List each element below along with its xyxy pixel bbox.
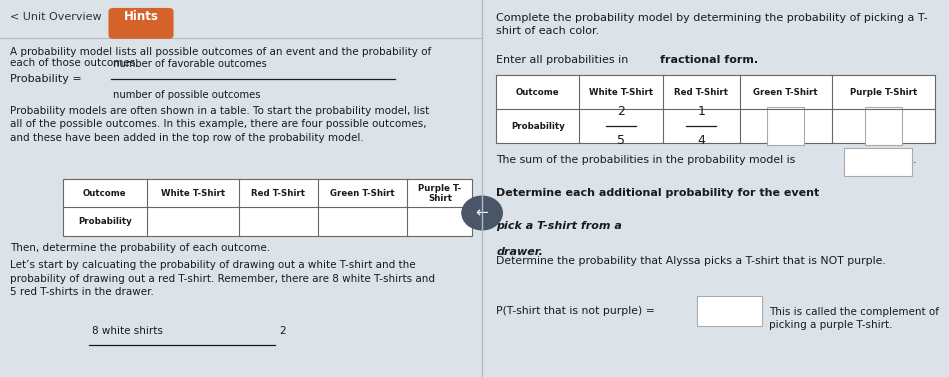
Text: Hints: Hints bbox=[123, 11, 158, 23]
Text: fractional form.: fractional form. bbox=[660, 55, 757, 65]
Bar bbox=[496, 75, 935, 143]
Bar bbox=[844, 148, 912, 176]
Text: number of possible outcomes: number of possible outcomes bbox=[113, 90, 261, 100]
Text: The sum of the probabilities in the probability model is: The sum of the probabilities in the prob… bbox=[496, 155, 795, 165]
Bar bbox=[697, 296, 762, 326]
Circle shape bbox=[462, 196, 502, 230]
Text: A probability model lists all possible outcomes of an event and the probability : A probability model lists all possible o… bbox=[9, 47, 431, 57]
Bar bbox=[767, 107, 805, 145]
Text: Let’s start by calcuating the probability of drawing out a white T-shirt and the: Let’s start by calcuating the probabilit… bbox=[9, 260, 435, 297]
Text: 2: 2 bbox=[617, 106, 625, 118]
Text: pick a T-shirt from a: pick a T-shirt from a bbox=[496, 221, 622, 231]
Text: Outcome: Outcome bbox=[516, 88, 560, 97]
Text: 4: 4 bbox=[698, 134, 705, 147]
Text: ←: ← bbox=[475, 205, 489, 221]
Text: Green T-Shirt: Green T-Shirt bbox=[754, 88, 818, 97]
Text: Probability: Probability bbox=[78, 217, 132, 226]
Text: .: . bbox=[913, 155, 917, 165]
Text: Purple T-
Shirt: Purple T- Shirt bbox=[419, 184, 461, 203]
Text: Probability models are often shown in a table. To start the probability model, l: Probability models are often shown in a … bbox=[9, 106, 429, 143]
Text: number of favorable outcomes: number of favorable outcomes bbox=[113, 58, 267, 69]
Text: Red T-Shirt: Red T-Shirt bbox=[251, 189, 306, 198]
Text: 2: 2 bbox=[280, 325, 287, 336]
Text: This is called the complement of
picking a purple T-shirt.: This is called the complement of picking… bbox=[770, 307, 940, 331]
Text: Probability =: Probability = bbox=[9, 74, 84, 84]
Text: 5: 5 bbox=[617, 134, 625, 147]
Text: White T-Shirt: White T-Shirt bbox=[160, 189, 225, 198]
Text: Complete the probability model by determining the probability of picking a T-
sh: Complete the probability model by determ… bbox=[496, 13, 928, 37]
Text: 1: 1 bbox=[698, 106, 705, 118]
Bar bbox=[63, 179, 473, 236]
Text: 8 white shirts: 8 white shirts bbox=[92, 325, 162, 336]
Text: P(T-shirt that is not purple) =: P(T-shirt that is not purple) = bbox=[496, 306, 659, 316]
Text: Outcome: Outcome bbox=[84, 189, 126, 198]
Text: < Unit Overview: < Unit Overview bbox=[9, 12, 102, 22]
Text: Determine the probability that Alyssa picks a T-shirt that is NOT purple.: Determine the probability that Alyssa pi… bbox=[496, 256, 885, 267]
FancyBboxPatch shape bbox=[108, 8, 174, 39]
Text: Red T-Shirt: Red T-Shirt bbox=[675, 88, 728, 97]
Bar bbox=[865, 107, 902, 145]
Text: Then, determine the probability of each outcome.: Then, determine the probability of each … bbox=[9, 243, 270, 253]
Text: Probability: Probability bbox=[511, 122, 565, 131]
Text: White T-Shirt: White T-Shirt bbox=[589, 88, 653, 97]
Text: drawer.: drawer. bbox=[496, 247, 543, 257]
Text: Enter all probabilities in: Enter all probabilities in bbox=[496, 55, 632, 65]
Text: Purple T-Shirt: Purple T-Shirt bbox=[849, 88, 917, 97]
Text: each of those outcomes.: each of those outcomes. bbox=[9, 58, 139, 69]
Text: Determine each additional probability for the event: Determine each additional probability fo… bbox=[496, 188, 823, 199]
Text: Green T-Shirt: Green T-Shirt bbox=[330, 189, 395, 198]
